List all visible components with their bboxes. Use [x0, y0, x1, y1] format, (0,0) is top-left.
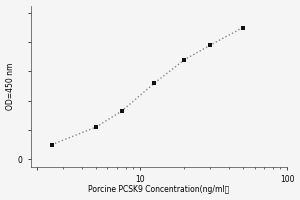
X-axis label: Porcine PCSK9 Concentration(ng/ml）: Porcine PCSK9 Concentration(ng/ml） [88, 185, 230, 194]
Y-axis label: OD=450 nm: OD=450 nm [6, 62, 15, 110]
